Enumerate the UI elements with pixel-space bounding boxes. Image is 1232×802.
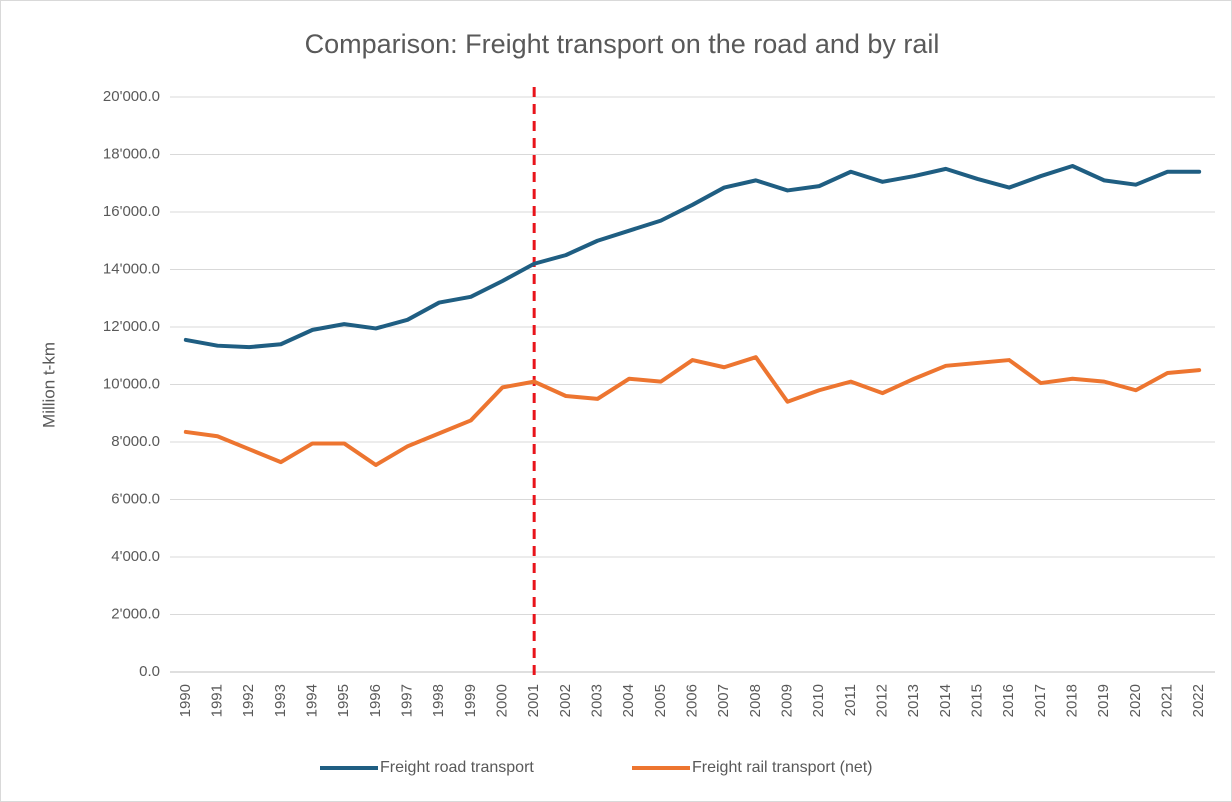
y-tick-label: 18'000.0 — [103, 145, 160, 162]
y-tick-label: 14'000.0 — [103, 260, 160, 277]
x-tick-label: 2001 — [525, 684, 542, 717]
y-tick-label: 12'000.0 — [103, 318, 160, 335]
x-tick-label: 2007 — [715, 684, 732, 717]
y-tick-label: 4'000.0 — [111, 548, 160, 565]
y-tick-label: 16'000.0 — [103, 203, 160, 220]
y-tick-label: 20'000.0 — [103, 88, 160, 105]
x-tick-label: 1995 — [335, 684, 352, 717]
x-tick-label: 2021 — [1158, 684, 1175, 717]
y-tick-label: 2'000.0 — [111, 605, 160, 622]
x-tick-label: 2020 — [1127, 684, 1144, 717]
x-tick-label: 2018 — [1063, 684, 1080, 717]
y-tick-label: 0.0 — [139, 663, 160, 680]
x-tick-label: 2009 — [778, 684, 795, 717]
series-line — [183, 164, 1202, 350]
x-tick-label: 2006 — [683, 684, 700, 717]
x-tick-label: 2008 — [747, 684, 764, 717]
x-tick-label: 1998 — [430, 684, 447, 717]
x-tick-label: 2017 — [1032, 684, 1049, 717]
legend-label: Freight road transport — [380, 759, 534, 776]
legend-label: Freight rail transport (net) — [692, 759, 873, 776]
x-tick-label: 1997 — [398, 684, 415, 717]
x-tick-label: 2016 — [1000, 684, 1017, 717]
x-tick-label: 1994 — [303, 684, 320, 717]
x-tick-label: 2015 — [968, 684, 985, 717]
x-tick-label: 1990 — [177, 684, 194, 717]
x-tick-label: 1992 — [240, 684, 257, 717]
y-tick-label: 10'000.0 — [103, 375, 160, 392]
chart-title: Comparison: Freight transport on the roa… — [305, 29, 940, 59]
x-tick-label: 2005 — [652, 684, 669, 717]
x-tick-label: 1991 — [208, 684, 225, 717]
x-tick-label: 2013 — [905, 684, 922, 717]
x-tick-label: 2011 — [842, 684, 859, 716]
x-tick-label: 2003 — [588, 684, 605, 717]
x-tick-label: 1993 — [272, 684, 289, 717]
x-tick-label: 2004 — [620, 684, 637, 717]
y-axis-label: Million t-km — [39, 342, 58, 428]
x-tick-label: 2002 — [557, 684, 574, 717]
x-tick-label: 2010 — [810, 684, 827, 717]
x-tick-label: 2019 — [1095, 684, 1112, 717]
y-tick-label: 8'000.0 — [111, 433, 160, 450]
y-tick-label: 6'000.0 — [111, 490, 160, 507]
series-line — [183, 355, 1202, 467]
x-tick-label: 2000 — [493, 684, 510, 717]
x-tick-label: 1996 — [367, 684, 384, 717]
x-tick-label: 2022 — [1190, 684, 1207, 717]
x-tick-label: 1999 — [462, 684, 479, 717]
x-tick-label: 2012 — [873, 684, 890, 717]
x-tick-label: 2014 — [937, 684, 954, 717]
